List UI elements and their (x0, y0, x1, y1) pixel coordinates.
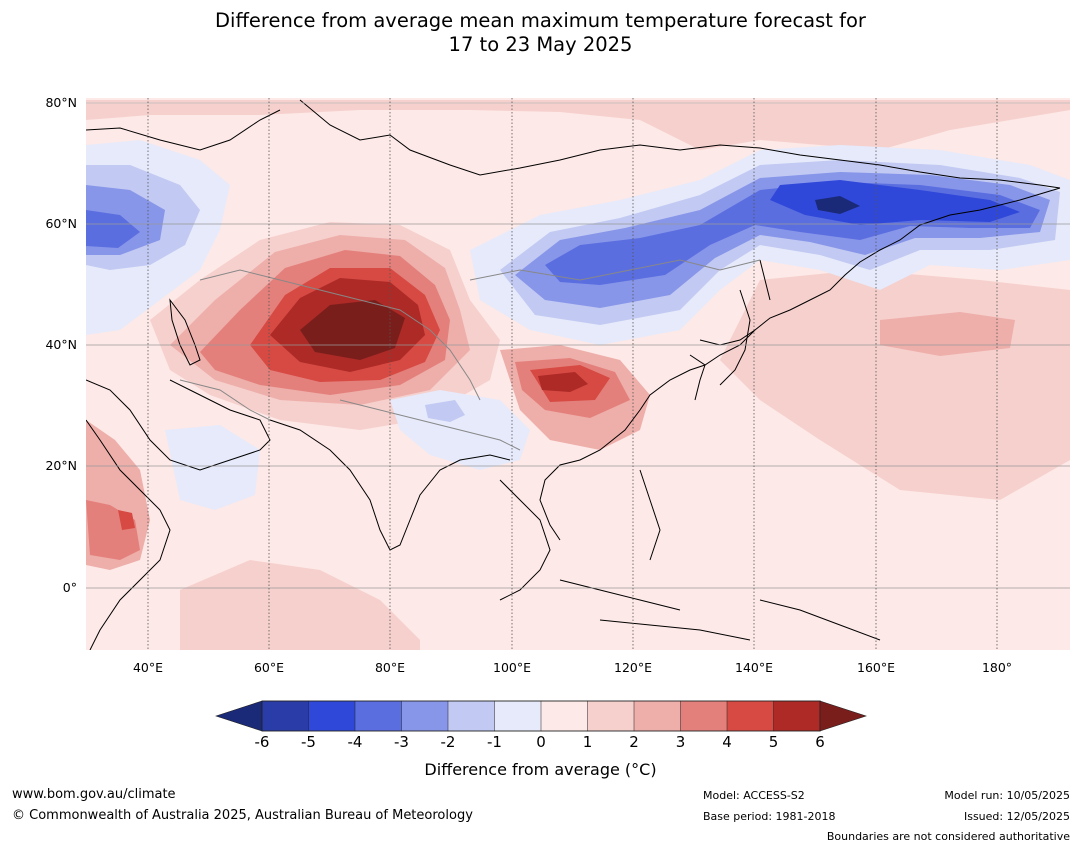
colorbar-bin (401, 700, 449, 732)
coastline-arabia (86, 379, 271, 471)
colorbar-bin (354, 700, 403, 732)
colorbar-tick-label: -4 (347, 733, 363, 751)
coastline-africa (86, 419, 171, 650)
lon-label-160e: 160°E (856, 660, 896, 675)
warm-anomaly-layer (86, 100, 1070, 650)
country-borders (179, 259, 761, 451)
colorbar-high-extend (819, 700, 867, 732)
coastline-india (269, 419, 511, 551)
map-title: Difference from average mean maximum tem… (0, 9, 1081, 57)
coastline-southeast-asia (499, 479, 881, 641)
colorbar-bin (540, 700, 589, 732)
colorbar-bin (680, 700, 728, 732)
colorbar-bin (261, 700, 310, 732)
colorbar-label: Difference from average (°C) (424, 760, 657, 779)
lon-label-140e: 140°E (734, 660, 774, 675)
colorbar-tick-label: -2 (440, 733, 456, 751)
colorbar-tick-label: 4 (722, 733, 732, 751)
coastline-arctic (86, 99, 1061, 189)
coastline-japan (719, 289, 751, 386)
lon-label-80e: 80°E (374, 660, 406, 675)
coastline-philippines (639, 469, 661, 561)
colorbar-bin (726, 700, 775, 732)
lon-label-100e: 100°E (492, 660, 532, 675)
colorbar-bin (587, 700, 635, 732)
colorbar-bin (308, 700, 356, 732)
colorbar-tick-label: 1 (582, 733, 593, 751)
colorbar-tick-label: -1 (487, 733, 502, 751)
warm-region-north (86, 100, 1070, 150)
cool-region-arabia (165, 425, 260, 510)
lon-label-180: 180° (981, 660, 1013, 675)
colorbar-tick-label: 0 (536, 733, 546, 751)
cool-region-tibet-2 (425, 400, 465, 422)
border-russia-china (469, 259, 761, 281)
colorbar-low-extend (215, 700, 263, 732)
lat-label-80n: 80°N (45, 95, 77, 110)
lon-label-120e: 120°E (613, 660, 653, 675)
model-text: Model: ACCESS-S2 (703, 789, 805, 802)
colorbar-tick-label: 5 (768, 733, 779, 751)
lat-label-40n: 40°N (45, 337, 77, 352)
lon-label-60e: 60°E (253, 660, 285, 675)
colorbar-tick-label: -5 (301, 733, 316, 751)
lat-label-20n: 20°N (45, 458, 77, 473)
colorbar-tick-label: 2 (629, 733, 639, 751)
map-title-line1: Difference from average mean maximum tem… (215, 9, 866, 32)
lat-label-60n: 60°N (45, 216, 77, 231)
border-central-asia (199, 269, 481, 401)
warm-region-indian-ocean (180, 560, 420, 650)
lat-label-0: 0° (62, 580, 77, 595)
colorbar-bin (773, 700, 821, 732)
colorbar-tick-label: 3 (675, 733, 686, 751)
colorbar-bin (447, 700, 496, 732)
colorbar-tick-label: -3 (394, 733, 409, 751)
disclaimer-text: Boundaries are not considered authoritat… (826, 830, 1070, 843)
issued-text: Issued: 12/05/2025 (963, 810, 1070, 823)
cool-region-west-siberia-4 (86, 210, 140, 248)
lon-label-40e: 40°E (132, 660, 164, 675)
website-link[interactable]: www.bom.gov.au/climate (12, 787, 176, 802)
colorbar-bin (494, 700, 542, 732)
colorbar-tick-label: -6 (254, 733, 270, 751)
map-title-line2: 17 to 23 May 2025 (448, 33, 633, 56)
border-west-asia (179, 379, 271, 421)
coastline-caspian (169, 298, 201, 366)
warm-region-africa-core (118, 510, 135, 530)
colorbar-bin (633, 700, 682, 732)
border-himalaya (339, 399, 521, 451)
graticule (86, 98, 1070, 650)
copyright-text: © Commonwealth of Australia 2025, Austra… (12, 808, 473, 823)
model-run-text: Model run: 10/05/2025 (944, 789, 1070, 802)
warm-region-china-peak (538, 372, 588, 392)
cool-region-east-asia-6 (815, 196, 860, 214)
base-period-text: Base period: 1981-2018 (703, 810, 836, 823)
colorbar-tick-label: 6 (815, 733, 825, 751)
